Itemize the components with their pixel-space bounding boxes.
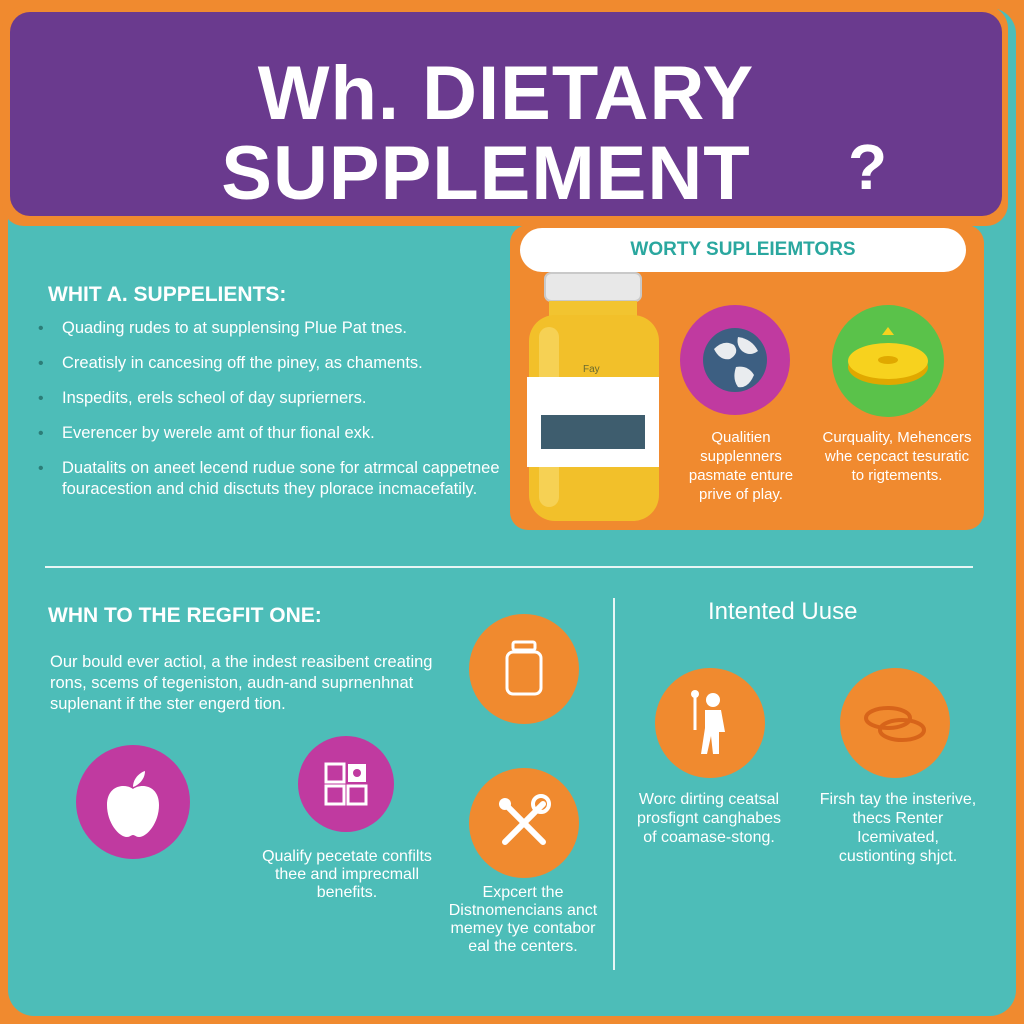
regfit-paragraph: Our bould ever actiol, a the indest reas…	[50, 653, 433, 713]
tools-circle	[469, 768, 579, 878]
quality-panel-pill: WORTY SUPLEIEMTORS	[520, 228, 966, 272]
apple-icon	[107, 771, 159, 837]
bullet-item: Everencer by werele amt of thur fional e…	[38, 423, 508, 444]
page-title-line1: Wh. DIETARY	[257, 51, 755, 136]
pill-icon	[848, 327, 928, 385]
header-banner: Wh. DIETARY SUPPLEMENT ?	[2, 6, 1008, 226]
person-icon	[691, 690, 725, 754]
pill-circle	[832, 305, 944, 417]
capsules-circle	[840, 668, 950, 778]
supplements-bullet-list: Quading rudes to at supplensing Plue Pat…	[38, 318, 508, 514]
person-circle	[655, 668, 765, 778]
caption-icons: Qualify pecetate confilts thee and impre…	[262, 848, 432, 901]
horizontal-divider	[45, 566, 973, 568]
section-title-regfit: WHN TO THE REGFIT ONE:	[48, 604, 322, 627]
caption-pill: Curquality, Mehencers whe cepcact tesura…	[822, 429, 972, 484]
grid-icon	[324, 762, 368, 806]
section-title-supplements: WHIT A. SUPPELIENTS:	[48, 283, 287, 306]
bottle-icon	[527, 272, 659, 521]
capsules-icon	[864, 706, 926, 742]
caption-globe: Qualitien supplenners pasmate enture pri…	[688, 429, 794, 503]
section-title-intended-use: Intented Uuse	[708, 598, 858, 625]
header-inner: Wh. DIETARY SUPPLEMENT ?	[10, 12, 1002, 216]
bullet-item: Duatalits on aneet lecend rudue sone for…	[38, 458, 508, 500]
bullet-item: Creatisly in cancesing off the piney, as…	[38, 353, 508, 374]
jar-circle	[469, 614, 579, 724]
vertical-divider	[613, 598, 615, 970]
bullet-item: Quading rudes to at supplensing Plue Pat…	[38, 318, 508, 339]
caption-tools: Expcert the Distnomencians anct memey ty…	[448, 884, 598, 955]
globe-circle	[680, 305, 790, 415]
globe-icon	[703, 328, 767, 392]
tools-icon	[499, 794, 551, 845]
jar-icon	[505, 640, 543, 696]
apple-circle	[76, 745, 190, 859]
grid-circle	[298, 736, 394, 832]
page-title-question-mark: ?	[848, 131, 888, 203]
caption-person: Worc dirting ceatsal prosfignt canghabes…	[636, 791, 782, 846]
page-title-line2: SUPPLEMENT	[221, 131, 751, 216]
caption-pills: Firsh tay the insterive, thecs Renter Ic…	[819, 791, 977, 865]
bullet-item: Inspedits, erels scheol of day suprierne…	[38, 388, 508, 409]
bottle-label: Fay	[583, 364, 600, 375]
